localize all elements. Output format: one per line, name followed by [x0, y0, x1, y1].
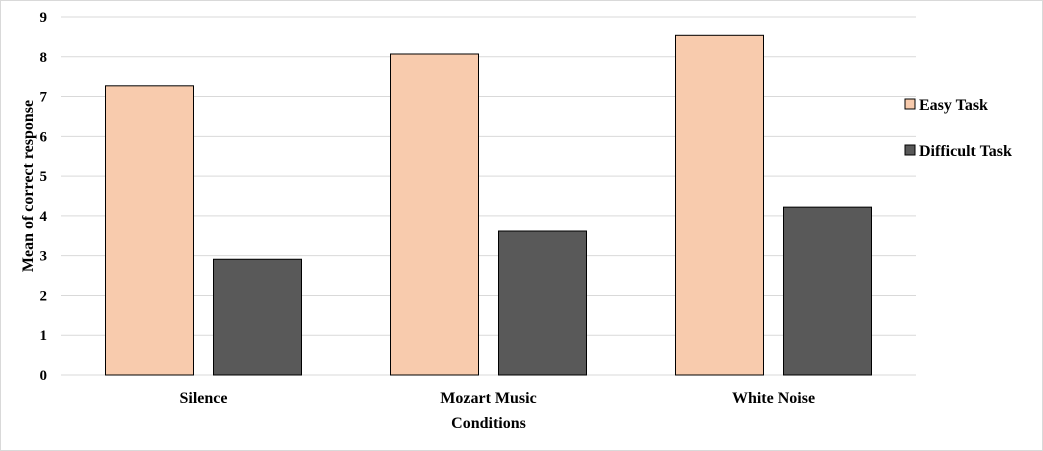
bars: [105, 34, 872, 376]
y-tick-label: 1: [40, 328, 48, 344]
x-category-label: Mozart Music: [440, 390, 536, 407]
y-tick-label: 2: [40, 288, 48, 304]
y-tick-label: 6: [40, 129, 48, 145]
legend-label: Easy Task: [919, 97, 988, 114]
legend-swatch: [904, 98, 916, 110]
y-tick-label: 7: [40, 90, 48, 106]
legend: Easy Task Difficult Task: [904, 97, 1012, 160]
gridlines: [61, 16, 916, 376]
y-tick-label: 9: [40, 10, 48, 26]
y-tick-label: 8: [40, 50, 48, 66]
y-tick-label: 3: [40, 249, 48, 265]
legend-label: Difficult Task: [919, 143, 1012, 160]
bar-easy-task: [390, 53, 479, 376]
bar-difficult-task: [498, 230, 587, 376]
y-tick-label: 4: [40, 209, 48, 225]
x-axis-categories: Silence Mozart Music White Noise: [180, 390, 816, 407]
bar-difficult-task: [783, 206, 872, 376]
bar-difficult-task: [213, 258, 302, 376]
y-axis-ticks: 0 1 2 3 4 5 6 7 8 9: [40, 10, 48, 384]
y-tick-label: 5: [40, 169, 48, 185]
y-axis-title: Mean of correct response: [20, 100, 37, 272]
x-category-label: Silence: [180, 390, 228, 407]
legend-swatch: [904, 144, 916, 156]
bar-easy-task: [675, 34, 764, 376]
x-axis-title: Conditions: [451, 415, 526, 432]
x-category-label: White Noise: [732, 390, 815, 407]
bar-easy-task: [105, 85, 194, 376]
y-tick-label: 0: [40, 368, 48, 384]
